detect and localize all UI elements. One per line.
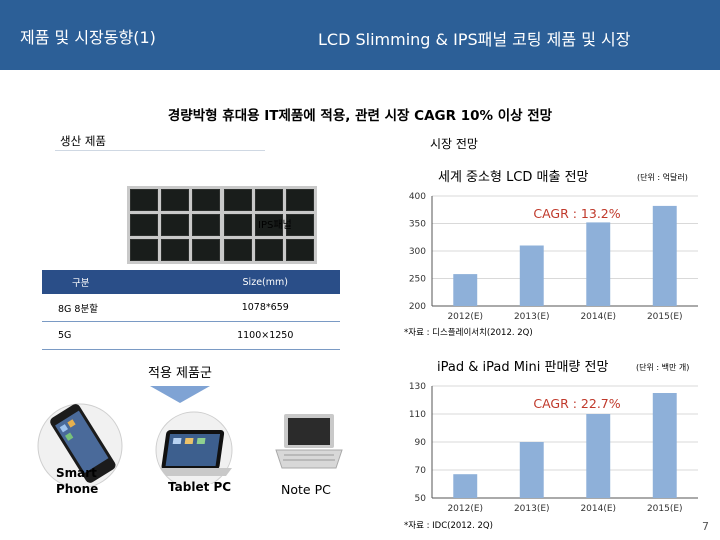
- panel-cell: [130, 239, 159, 261]
- x-tick-label: 2012(E): [447, 312, 483, 322]
- section-title: 제품 및 시장동향(1): [20, 28, 156, 47]
- chart1-unit: (단위 : 억달러): [637, 173, 688, 182]
- panel-cell: [192, 189, 221, 211]
- section-divider: [55, 150, 265, 151]
- table-row: 5G 1100×1250: [42, 321, 340, 350]
- product-label-tablet: Tablet PC: [168, 480, 232, 494]
- x-tick-label: 2014(E): [580, 312, 616, 322]
- panel-tag: IPS패널: [258, 220, 292, 231]
- headline: 경량박형 휴대용 IT제품에 적용, 관련 시장 CAGR 10% 이상 전망: [167, 108, 553, 124]
- panel-cell: [130, 214, 159, 236]
- chart2-source: *자료 : IDC(2012. 2Q): [404, 521, 493, 531]
- bar: [652, 393, 677, 498]
- y-tick-label: 200: [409, 302, 426, 312]
- table-header-cell: 구분: [42, 270, 191, 294]
- x-tick-label: 2013(E): [514, 312, 550, 322]
- bar: [519, 442, 544, 498]
- chart1-title: 세계 중소형 LCD 매출 전망: [438, 170, 589, 185]
- x-tick-label: 2014(E): [580, 504, 616, 514]
- y-tick-label: 300: [409, 247, 426, 257]
- y-tick-label: 70: [415, 466, 427, 476]
- bar: [453, 274, 478, 306]
- panel-cell: [223, 189, 252, 211]
- panel-cell: [285, 239, 314, 261]
- table-cell: 8G 8분할: [42, 294, 191, 322]
- table-header-row: 구분 Size(mm): [42, 270, 340, 294]
- table-header-cell: Size(mm): [190, 270, 340, 294]
- x-tick-label: 2015(E): [647, 504, 683, 514]
- panel-cell: [161, 189, 190, 211]
- table-row: 8G 8분할 1078*659: [42, 294, 340, 322]
- chart1-source: *자료 : 디스플레이서치(2012. 2Q): [404, 328, 533, 338]
- y-tick-label: 350: [409, 220, 426, 230]
- y-tick-label: 250: [409, 275, 426, 285]
- page-number: 7: [702, 520, 709, 533]
- chart2-plot: 50 70 90 110 130 2012(E) 2013(E) 2014(E) 2015(E)…: [409, 382, 698, 514]
- x-tick-label: 2015(E): [647, 312, 683, 322]
- header-bar: [0, 0, 720, 70]
- tablet-image: [155, 411, 233, 484]
- y-tick-label: 130: [409, 382, 426, 392]
- bar: [586, 222, 611, 306]
- table-cell: 1078*659: [190, 294, 340, 322]
- bar: [586, 414, 611, 498]
- page-title: LCD Slimming & IPS패널 코팅 제품 및 시장: [318, 30, 631, 49]
- panel-cell: [254, 214, 283, 236]
- y-tick-label: 90: [415, 438, 427, 448]
- cagr-annotation: CAGR : 13.2%: [533, 206, 620, 221]
- market-outlook-label: 시장 전망: [430, 137, 478, 151]
- chart1-plot: 200 250 300 350 400 2012(E) 2013(E) 2014(E) 2015…: [409, 192, 698, 322]
- panel-cell: [285, 189, 314, 211]
- bar: [453, 474, 478, 498]
- panel-cell: [192, 214, 221, 236]
- table-cell: 1100×1250: [190, 321, 340, 350]
- product-label-smartphone: Smart Phone: [56, 466, 99, 496]
- ips-panel-image: [127, 186, 317, 264]
- product-label-notebook: Note PC: [281, 482, 331, 497]
- bar: [519, 245, 544, 306]
- panel-cell: [223, 239, 252, 261]
- applications-label: 적용 제품군: [148, 366, 212, 381]
- chart2-title: iPad & iPad Mini 판매량 전망: [437, 360, 609, 375]
- bar: [652, 205, 677, 306]
- y-tick-label: 50: [415, 494, 427, 504]
- production-products-label: 생산 제품: [60, 134, 106, 148]
- cagr-annotation: CAGR : 22.7%: [533, 396, 620, 411]
- y-tick-label: 400: [409, 192, 426, 202]
- table-cell: 5G: [42, 321, 191, 350]
- chart2-unit: (단위 : 백만 개): [636, 363, 690, 372]
- panel-cell: [192, 239, 221, 261]
- y-tick-label: 110: [409, 410, 426, 420]
- panel-cell: [254, 239, 283, 261]
- panel-cell: [161, 214, 190, 236]
- laptop-image: [275, 414, 343, 469]
- spec-table: 구분 Size(mm) 8G 8분할 1078*659 5G 1100×1250: [42, 270, 340, 350]
- panel-cell: [130, 189, 159, 211]
- panel-cell: [161, 239, 190, 261]
- panel-cell: [285, 214, 314, 236]
- x-tick-label: 2013(E): [514, 504, 550, 514]
- smartphone-image: [37, 403, 123, 488]
- down-arrow-icon: [150, 386, 210, 403]
- panel-cell: [223, 214, 252, 236]
- x-tick-label: 2012(E): [447, 504, 483, 514]
- panel-cell: [254, 189, 283, 211]
